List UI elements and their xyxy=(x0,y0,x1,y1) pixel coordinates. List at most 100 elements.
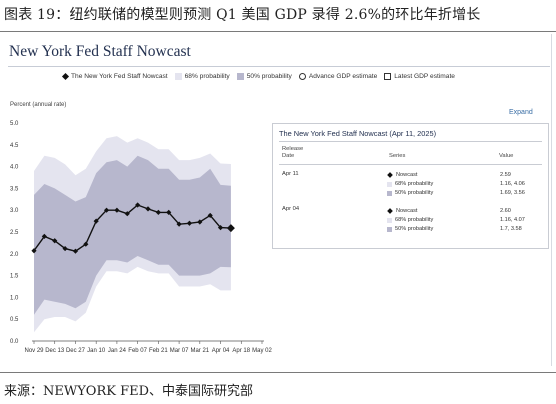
chart-title-rule xyxy=(8,66,550,67)
row-date: Apr 11 xyxy=(282,171,299,177)
diamond-icon xyxy=(387,208,393,214)
swatch-68-icon xyxy=(174,73,182,80)
x-tick-labels: Nov 29 Dec 13 Dec 27 Jan 10 Jan 24 Feb 07 Feb … xyxy=(24,348,272,354)
nowcast-point[interactable] xyxy=(207,212,213,219)
y-tick-label: 5.0 xyxy=(10,121,19,127)
x-tick-label: Dec 13 xyxy=(45,348,65,354)
legend-item-latest-gdp[interactable]: Latest GDP estimate xyxy=(384,73,455,80)
x-tick-label: Dec 27 xyxy=(66,348,86,354)
legend-item-nowcast[interactable]: The New York Fed Staff Nowcast xyxy=(61,72,168,81)
square-icon xyxy=(384,73,392,80)
panel-title: The New York Fed Staff Nowcast (Apr 11, … xyxy=(279,129,437,138)
swatch-68-icon xyxy=(387,181,392,187)
series-label: 68% probability xyxy=(395,217,434,223)
source-note: 来源：NEWYORK FED、中泰国际研究部 xyxy=(4,384,254,399)
y-tick-label: 4.0 xyxy=(10,165,19,171)
nowcast-point[interactable] xyxy=(62,245,68,252)
nowcast-point[interactable] xyxy=(217,225,224,231)
nowcast-series xyxy=(31,202,235,254)
nowcast-point[interactable] xyxy=(197,219,203,225)
legend-label: Latest GDP estimate xyxy=(394,73,455,80)
swatch-50-icon xyxy=(236,73,244,80)
x-tick-label: Mar 21 xyxy=(190,348,209,354)
legend-label: 68% probability xyxy=(184,73,230,80)
frame-border xyxy=(551,34,552,366)
y-tick-label: 1.5 xyxy=(10,274,19,280)
nowcast-point[interactable] xyxy=(135,202,141,208)
row-date: Apr 04 xyxy=(282,206,300,212)
row-value: 1.16, 4.06 xyxy=(500,181,525,187)
band-50-probability xyxy=(34,155,231,315)
nowcast-point[interactable] xyxy=(166,209,172,215)
nowcast-point[interactable] xyxy=(155,209,161,215)
header-release: Release xyxy=(282,146,304,152)
expand-link[interactable]: Expand xyxy=(509,109,533,116)
diamond-icon xyxy=(387,172,393,178)
legend-item-50[interactable]: 50% probability xyxy=(236,73,292,80)
y-tick-label: 3.0 xyxy=(10,208,19,214)
swatch-50-icon xyxy=(387,190,392,196)
y-tick-label: 2.5 xyxy=(10,230,19,236)
nowcast-point[interactable] xyxy=(186,220,193,226)
row-series-nowcast: Nowcast xyxy=(387,208,417,214)
chart-title: New York Fed Staff Nowcast xyxy=(9,43,191,60)
nowcast-point[interactable] xyxy=(226,224,235,233)
y-tick-label: 0.5 xyxy=(10,317,19,323)
row-series-nowcast: Nowcast xyxy=(387,172,417,178)
nowcast-point[interactable] xyxy=(103,207,110,213)
nowcast-point[interactable] xyxy=(124,211,130,217)
row-value: 1.69, 3.56 xyxy=(500,190,525,196)
x-tick-label: Mar 07 xyxy=(170,348,189,354)
y-tick-label: 1.0 xyxy=(10,295,19,301)
legend-item-68[interactable]: 68% probability xyxy=(174,73,230,80)
header-value: Value xyxy=(499,153,514,159)
x-tick-label: Apr 04 xyxy=(212,348,230,354)
row-series-50: 50% probability xyxy=(387,226,433,232)
y-tick-label: 2.0 xyxy=(10,252,19,258)
x-tick-label: Feb 21 xyxy=(149,348,168,354)
x-tick-label: Jan 10 xyxy=(87,348,106,354)
nowcast-point[interactable] xyxy=(52,238,58,244)
row-value: 2.60 xyxy=(500,208,511,214)
nowcast-point[interactable] xyxy=(145,206,151,212)
report-title-rule xyxy=(0,31,556,32)
y-tick-label: 0.0 xyxy=(10,339,19,345)
circle-icon xyxy=(298,73,306,80)
chart-legend: The New York Fed Staff Nowcast 68% proba… xyxy=(61,72,462,81)
nowcast-detail-panel: The New York Fed Staff Nowcast (Apr 11, … xyxy=(272,123,549,249)
nowcast-point[interactable] xyxy=(176,221,182,227)
nowcast-point[interactable] xyxy=(41,233,47,239)
nowcast-point[interactable] xyxy=(93,218,99,224)
legend-item-advance-gdp[interactable]: Advance GDP estimate xyxy=(298,73,378,80)
y-tick-labels: 0.0 0.5 1.0 1.5 2.0 2.5 3.0 3.5 4.0 4.5 5.0 xyxy=(10,121,19,345)
legend-label: Advance GDP estimate xyxy=(308,73,378,80)
row-series-50: 50% probability xyxy=(387,190,433,196)
report-title: 图表 19：纽约联储的模型则预测 Q1 美国 GDP 录得 2.6%的环比年折增… xyxy=(4,7,481,23)
x-tick-label: Feb 07 xyxy=(128,348,147,354)
source-rule xyxy=(0,372,556,373)
nowcast-point[interactable] xyxy=(83,241,89,247)
x-tick-label: Apr 18 xyxy=(232,348,250,354)
header-series: Series xyxy=(389,153,406,159)
y-axis-label: Percent (annual rate) xyxy=(10,102,67,108)
series-label: 50% probability xyxy=(395,226,434,232)
x-tick-label: May 02 xyxy=(252,348,272,354)
nowcast-point[interactable] xyxy=(114,207,120,213)
y-tick-label: 3.5 xyxy=(10,186,19,192)
probability-bands xyxy=(34,136,231,333)
panel-header-divider xyxy=(279,164,542,165)
series-label: Nowcast xyxy=(396,208,418,214)
nowcast-point[interactable] xyxy=(31,248,37,254)
x-tick-label: Nov 29 xyxy=(24,348,44,354)
x-tick-label: Jan 24 xyxy=(108,348,127,354)
nowcast-point[interactable] xyxy=(72,248,79,254)
x-axis xyxy=(32,340,264,344)
header-date: Date xyxy=(282,152,295,159)
panel-divider xyxy=(279,141,542,142)
legend-label: 50% probability xyxy=(246,73,292,80)
row-value: 1.16, 4.07 xyxy=(500,217,525,223)
swatch-68-icon xyxy=(387,217,392,223)
row-value: 2.59 xyxy=(500,172,511,178)
row-value: 1.7, 3.58 xyxy=(500,226,522,232)
